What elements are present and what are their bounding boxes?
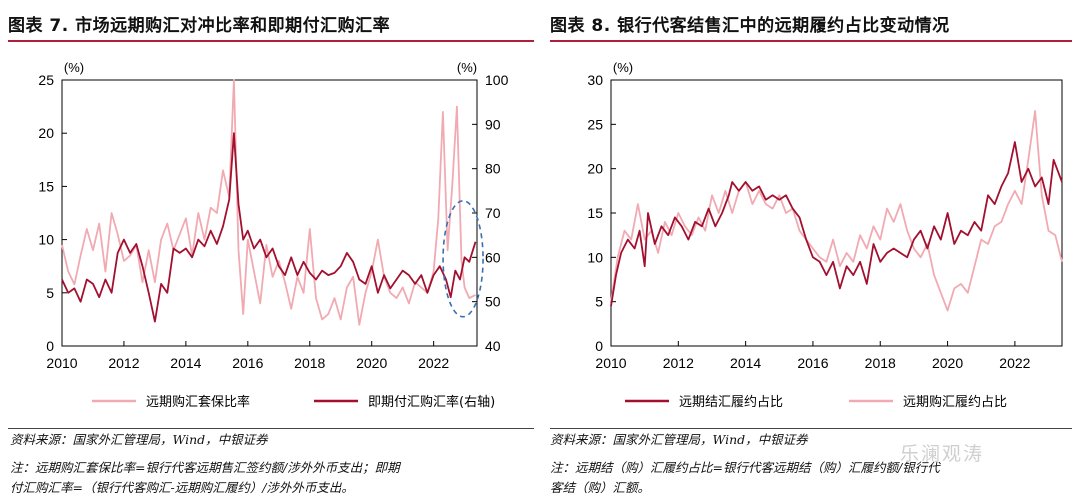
right-y-unit: (%) xyxy=(613,60,633,75)
left-plot-frame xyxy=(61,79,478,347)
left-x-tick-label: 2016 xyxy=(232,355,263,371)
title-rule-right xyxy=(550,40,1072,42)
source-left: 资料来源：国家外汇管理局，Wind，中银证券 xyxy=(10,432,268,447)
right-legend-label: 远期结汇履约占比 xyxy=(679,395,783,410)
right-series-line-purchase xyxy=(610,110,1063,312)
left-y-tick-label: 15 xyxy=(38,178,54,194)
source-rule-left xyxy=(8,428,534,429)
right-x-tick-label: 2022 xyxy=(999,355,1030,371)
left-x-tick-label: 2014 xyxy=(170,355,201,371)
left-y-tick-label: 40 xyxy=(485,338,501,354)
title-rule-left xyxy=(8,40,534,42)
left-y-tick-label: 10 xyxy=(38,232,54,248)
left-y-tick-label: 20 xyxy=(38,125,54,141)
left-y-tick-label: 60 xyxy=(485,249,501,265)
source-rule-right xyxy=(550,428,1072,429)
right-x-tick-label: 2016 xyxy=(797,355,828,371)
left-y-tick-label: 80 xyxy=(485,161,501,177)
right-series-line-settlement xyxy=(610,141,1063,307)
left-y-tick-label: 25 xyxy=(38,72,54,88)
left-y-tick-label: 50 xyxy=(485,294,501,310)
right-y-tick-label: 25 xyxy=(587,116,603,132)
right-x-tick-label: 2014 xyxy=(730,355,761,371)
left-y-unit: (%) xyxy=(457,60,477,75)
note-right-2: 客结（购）汇额。 xyxy=(550,480,651,495)
right-y-tick-label: 0 xyxy=(595,338,603,354)
left-y-tick-label: 90 xyxy=(485,116,501,132)
source-right: 资料来源：国家外汇管理局，Wind，中银证券 xyxy=(550,432,808,447)
right-x-tick-label: 2010 xyxy=(595,355,626,371)
left-y-tick-label: 0 xyxy=(46,338,54,354)
right-x-tick-label: 2012 xyxy=(663,355,694,371)
right-x-tick-label: 2018 xyxy=(865,355,896,371)
chart-title-left: 图表 7. 市场远期购汇对冲比率和即期付汇购汇率 xyxy=(8,16,391,36)
note-left-1: 注：远期购汇套保比率=银行代客远期售汇签约额/涉外外币支出；即期 xyxy=(10,460,400,475)
right-x-tick-label: 2020 xyxy=(932,355,963,371)
left-series-line-spot-rate xyxy=(61,132,477,323)
right-y-tick-label: 5 xyxy=(595,294,603,310)
right-y-tick-label: 30 xyxy=(587,72,603,88)
note-right-1: 注：远期结（购）汇履约占比=银行代客远期结（购）汇履约额/银行代 xyxy=(550,460,940,475)
left-legend-label: 即期付汇购汇率(右轴) xyxy=(368,394,495,410)
left-series-line-hedge-ratio xyxy=(61,79,476,326)
left-x-tick-label: 2022 xyxy=(418,355,449,371)
left-x-tick-label: 2010 xyxy=(46,355,77,371)
left-x-tick-label: 2020 xyxy=(356,355,387,371)
left-y-unit: (%) xyxy=(64,60,84,75)
chart-title-right: 图表 8. 银行代客结售汇中的远期履约占比变动情况 xyxy=(550,16,950,36)
right-y-tick-label: 20 xyxy=(587,161,603,177)
note-left-2: 付汇购汇率=（银行代客购汇-远期购汇履约）/涉外外币支出。 xyxy=(10,480,354,495)
right-y-tick-label: 10 xyxy=(587,249,603,265)
left-y-tick-label: 5 xyxy=(46,285,54,301)
left-legend-label: 远期购汇套保比率 xyxy=(146,394,250,410)
watermark-text: 乐澜观涛 xyxy=(900,443,985,465)
left-x-tick-label: 2012 xyxy=(108,355,139,371)
left-y-tick-label: 100 xyxy=(485,72,509,88)
left-x-tick-label: 2018 xyxy=(294,355,325,371)
right-legend-label: 远期购汇履约占比 xyxy=(903,394,1007,410)
left-y-tick-label: 70 xyxy=(485,205,501,221)
right-y-tick-label: 15 xyxy=(587,205,603,221)
left-highlight-ellipse xyxy=(442,199,484,318)
